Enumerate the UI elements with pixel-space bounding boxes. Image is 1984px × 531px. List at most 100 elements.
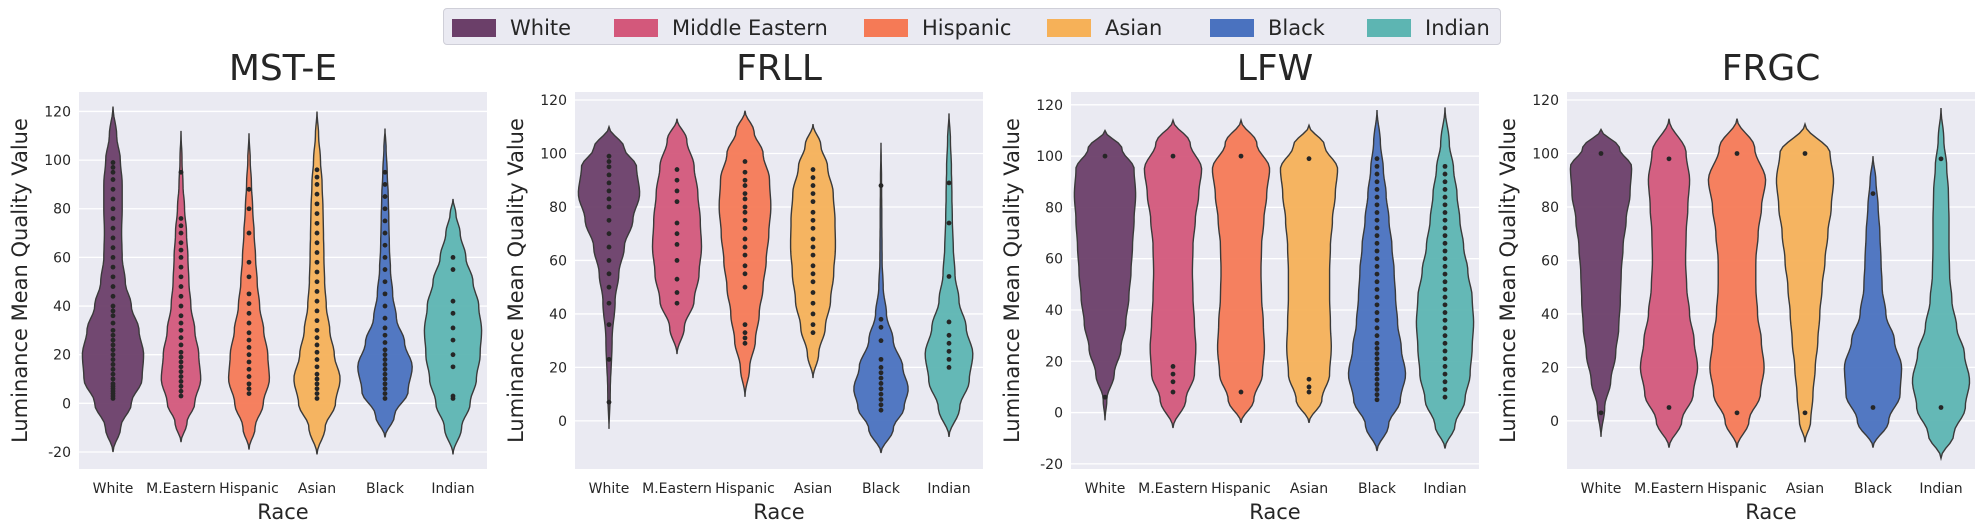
data-point — [110, 186, 116, 192]
y-tick-label: 120 — [44, 104, 71, 120]
data-point — [382, 279, 388, 285]
data-point — [314, 376, 320, 382]
data-point — [450, 298, 456, 304]
data-point — [314, 220, 320, 226]
y-tick-label: 120 — [1532, 93, 1559, 109]
data-point — [606, 399, 612, 405]
data-point — [382, 340, 388, 345]
data-point — [1374, 240, 1380, 246]
legend-item: Indian — [1367, 9, 1490, 46]
violin-body — [651, 118, 703, 355]
data-point — [606, 258, 612, 263]
data-point — [878, 381, 884, 386]
y-tick-label: 80 — [549, 200, 567, 216]
data-point — [1374, 325, 1380, 331]
data-point — [878, 338, 884, 344]
data-point — [1374, 361, 1380, 367]
data-point — [1374, 263, 1380, 269]
data-point — [946, 348, 952, 354]
data-point — [382, 376, 388, 382]
data-point — [742, 169, 748, 175]
data-point — [1442, 233, 1448, 239]
data-point — [1102, 394, 1108, 400]
data-point — [314, 371, 320, 377]
data-point — [246, 352, 252, 358]
violin-body — [789, 124, 837, 379]
data-point — [450, 254, 456, 260]
data-point — [178, 274, 184, 280]
data-point — [314, 335, 320, 341]
data-point — [382, 218, 388, 224]
data-point — [178, 247, 184, 253]
data-point — [878, 364, 884, 370]
x-tick-label: Asian — [794, 481, 832, 497]
data-point — [178, 393, 184, 399]
data-point — [742, 196, 748, 202]
data-point — [450, 325, 456, 331]
data-point — [878, 356, 884, 362]
chart-panel: -20 0 20 40 60 80 100 120 White M.Eastern Hispanic… — [1000, 48, 1479, 524]
data-point — [1442, 210, 1448, 215]
data-point — [1374, 381, 1380, 387]
x-tick-label: Indian — [431, 481, 474, 497]
data-point — [1238, 389, 1244, 395]
x-tick-label: Hispanic — [715, 481, 775, 497]
data-point — [382, 254, 388, 260]
chart-title: FRLL — [736, 48, 822, 89]
data-point — [810, 311, 816, 317]
data-point — [810, 183, 816, 188]
data-point — [1374, 397, 1380, 403]
y-tick-label: 0 — [558, 414, 567, 430]
data-point — [178, 293, 184, 299]
data-point — [878, 386, 884, 392]
data-point — [314, 391, 320, 396]
data-point — [382, 366, 388, 372]
chart-title: MST-E — [229, 48, 337, 89]
data-point — [382, 242, 388, 248]
violin-body — [1415, 107, 1475, 449]
data-point — [1442, 294, 1448, 300]
data-point — [110, 254, 116, 260]
data-point — [110, 327, 116, 333]
data-point — [810, 263, 816, 269]
y-tick-label: 40 — [53, 299, 71, 315]
data-point — [810, 236, 816, 242]
y-tick-label: 100 — [1532, 146, 1559, 162]
data-point — [1170, 379, 1176, 385]
data-point — [450, 352, 456, 358]
data-point — [314, 182, 320, 187]
data-point — [246, 320, 252, 326]
y-tick-label: 100 — [540, 146, 567, 162]
data-point — [1442, 194, 1448, 200]
data-point — [314, 327, 320, 333]
data-point — [178, 383, 184, 389]
data-point — [674, 242, 680, 247]
data-point — [110, 284, 116, 289]
data-point — [810, 300, 816, 306]
data-point — [1374, 371, 1380, 377]
y-tick-label: -20 — [48, 445, 71, 461]
plot-area — [1071, 92, 1479, 469]
data-point — [178, 240, 184, 246]
data-point — [1374, 356, 1380, 362]
legend-item: White — [452, 9, 571, 46]
data-point — [110, 196, 116, 202]
data-point — [314, 318, 320, 324]
data-point — [246, 366, 252, 372]
x-tick-label: M.Eastern — [1634, 481, 1704, 497]
data-point — [246, 230, 252, 236]
chart-title: FRGC — [1722, 48, 1821, 89]
violin-body — [227, 133, 271, 450]
y-axis-label: Luminance Mean Quality Value — [8, 118, 32, 443]
data-point — [1374, 271, 1380, 277]
data-point — [810, 290, 816, 295]
y-tick-label: -20 — [1040, 457, 1063, 473]
data-point — [1374, 351, 1380, 356]
data-point — [314, 250, 320, 255]
data-point — [1102, 153, 1108, 159]
data-point — [1666, 156, 1672, 162]
data-point — [1442, 287, 1448, 292]
violin-body — [1073, 128, 1137, 421]
data-point — [314, 342, 320, 348]
data-point — [450, 393, 456, 399]
